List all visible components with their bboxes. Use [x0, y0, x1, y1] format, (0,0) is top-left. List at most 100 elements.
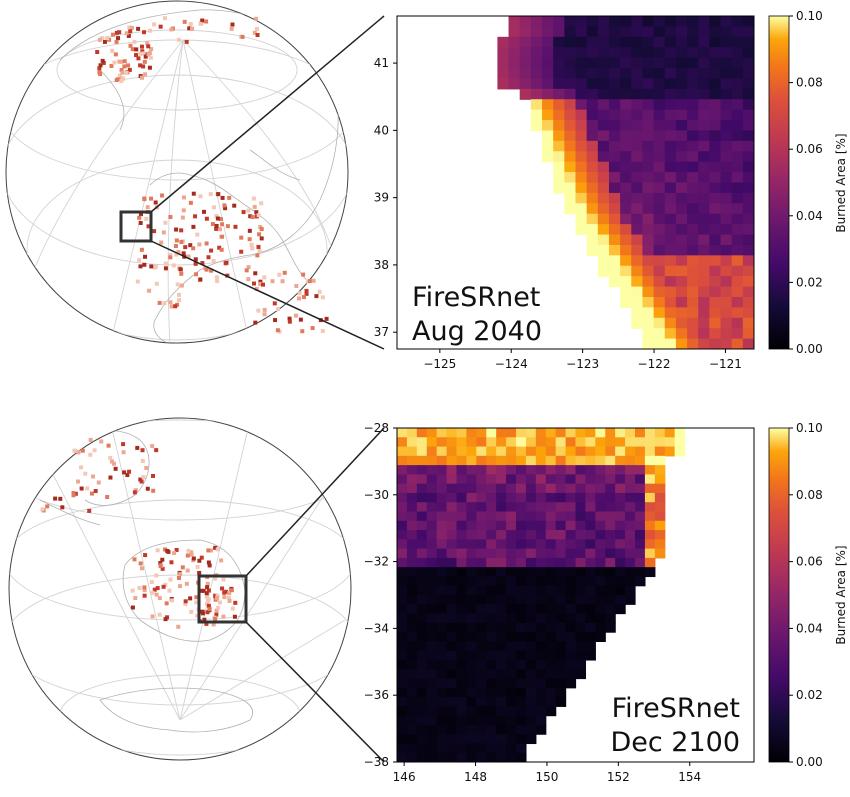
- fire-pixel: [143, 254, 148, 259]
- heatmap-cell: [675, 99, 688, 111]
- heatmap-cell: [496, 641, 507, 652]
- heatmap-cell: [476, 567, 487, 578]
- heatmap-cell: [731, 36, 744, 48]
- heatmap-cell: [731, 140, 744, 152]
- heatmap-cell: [446, 437, 458, 448]
- heatmap-cell: [446, 752, 458, 762]
- heatmap-cell: [565, 502, 577, 513]
- heatmap-cell: [486, 428, 497, 438]
- fire-pixel: [140, 75, 145, 80]
- fire-pixel: [301, 295, 306, 300]
- heatmap-cell: [406, 502, 418, 513]
- heatmap-cell: [575, 622, 587, 633]
- heatmap-cell: [654, 465, 666, 475]
- fire-pixel: [262, 312, 267, 317]
- heatmap-cell: [575, 192, 588, 204]
- heatmap-cell: [654, 502, 666, 513]
- heatmap-cell: [631, 244, 644, 256]
- fire-pixel: [220, 195, 225, 200]
- heatmap-cell: [486, 622, 497, 633]
- fire-pixel: [169, 560, 174, 565]
- heatmap-cell: [416, 585, 428, 596]
- heatmap-cell: [446, 659, 458, 670]
- heatmap-cell: [642, 307, 655, 319]
- heatmap-cell: [687, 172, 699, 184]
- fire-pixel: [256, 244, 261, 249]
- heatmap-cell: [497, 68, 510, 80]
- heatmap-cell: [416, 567, 428, 578]
- heatmap-cell: [664, 428, 676, 438]
- heatmap-cell: [642, 16, 655, 28]
- fire-pixel: [297, 291, 302, 296]
- heatmap-cell: [476, 502, 487, 513]
- heatmap-cell: [742, 307, 754, 319]
- fire-pixel: [215, 593, 220, 598]
- heatmap-cell: [709, 161, 722, 173]
- heatmap-cell: [575, 595, 587, 605]
- heatmap-cell: [709, 88, 722, 100]
- heatmap-cell: [565, 669, 577, 680]
- heatmap-cell: [720, 88, 733, 100]
- heatmap-cell: [709, 338, 722, 349]
- heatmap-cell: [698, 120, 710, 132]
- heatmap-cell: [675, 120, 688, 132]
- heatmap-cell: [620, 26, 632, 38]
- heatmap-cell: [466, 502, 477, 513]
- bottom-globe-fire-pixels: [40, 437, 238, 629]
- heatmap-cell: [635, 576, 646, 587]
- heatmap-cell: [406, 539, 418, 550]
- heatmap-cell: [486, 669, 497, 680]
- heatmap-cell: [720, 78, 733, 90]
- heatmap-cell: [731, 338, 744, 349]
- heatmap-cell: [516, 697, 527, 707]
- fire-pixel: [249, 242, 254, 247]
- x-tick-label: 152: [607, 770, 630, 784]
- heatmap-cell: [608, 276, 621, 288]
- heatmap-cell: [564, 99, 577, 111]
- fire-pixel: [132, 39, 137, 44]
- heatmap-cell: [397, 752, 408, 762]
- heatmap-cell: [516, 706, 527, 717]
- heatmap-cell: [496, 446, 507, 457]
- heatmap-cell: [675, 244, 688, 256]
- fire-pixel: [226, 595, 231, 600]
- heatmap-cell: [542, 99, 554, 111]
- heatmap-cell: [709, 234, 722, 246]
- heatmap-cell: [709, 36, 722, 48]
- heatmap-cell: [555, 446, 567, 457]
- fire-pixel: [154, 281, 159, 286]
- heatmap-cell: [525, 613, 537, 624]
- heatmap-cell: [687, 16, 699, 28]
- fire-pixel: [146, 52, 151, 57]
- fire-pixel: [142, 30, 147, 35]
- heatmap-cell: [535, 659, 547, 670]
- heatmap-cell: [506, 613, 517, 624]
- heatmap-cell: [631, 307, 644, 319]
- fire-pixel: [219, 558, 224, 563]
- heatmap-cell: [426, 687, 438, 698]
- heatmap-cell: [506, 734, 517, 745]
- heatmap-cell: [466, 632, 477, 642]
- heatmap-cell: [644, 483, 656, 494]
- heatmap-cell: [565, 539, 577, 550]
- fire-pixel: [148, 55, 153, 60]
- fire-pixel: [250, 246, 255, 251]
- heatmap-cell: [565, 520, 577, 531]
- heatmap-cell: [698, 57, 710, 69]
- heatmap-cell: [720, 172, 733, 184]
- heatmap-cell: [575, 130, 588, 142]
- heatmap-cell: [466, 520, 477, 531]
- heatmap-cell: [698, 328, 710, 340]
- heatmap-cell: [535, 437, 547, 448]
- heatmap-cell: [631, 140, 644, 152]
- heatmap-cell: [605, 511, 616, 522]
- heatmap-cell: [605, 557, 616, 568]
- heatmap-cell: [446, 446, 458, 457]
- heatmap-cell: [731, 255, 744, 267]
- heatmap-cell: [456, 539, 468, 550]
- heatmap-cell: [608, 16, 621, 28]
- fire-pixel: [135, 279, 140, 284]
- heatmap-cell: [535, 446, 547, 457]
- heatmap-cell: [575, 483, 587, 494]
- heatmap-cell: [476, 455, 487, 466]
